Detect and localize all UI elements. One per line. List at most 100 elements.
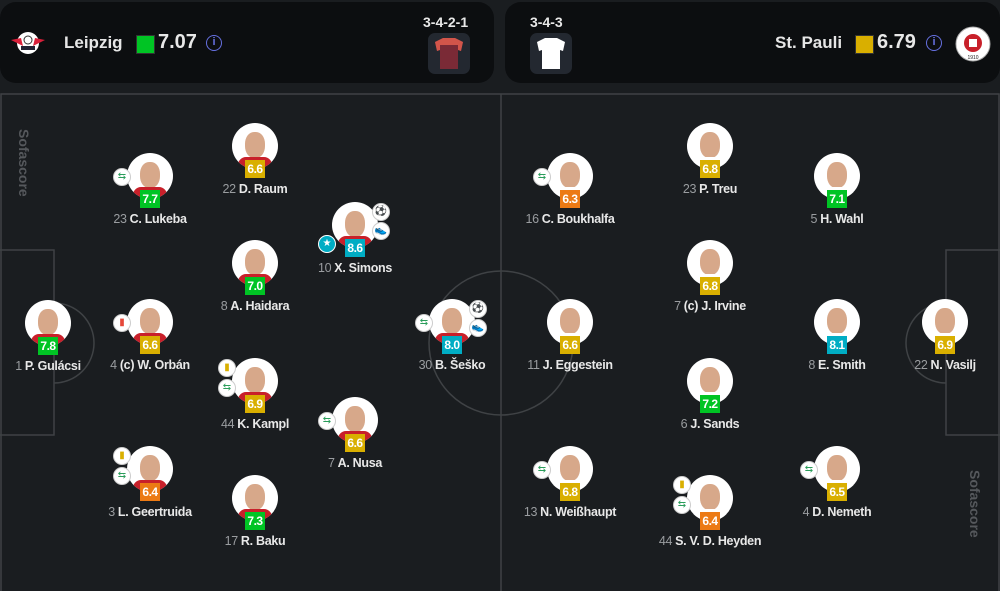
yellow-card-icon: ▮ <box>113 447 131 465</box>
pitch: Sofascore Sofascore 7.8 1 P. Gulácsi 6.6 … <box>0 93 1000 591</box>
player-name: C. Lukeba <box>129 212 187 226</box>
player-label: 5 H. Wahl <box>737 212 937 226</box>
player-label: 4 (c) W. Orbán <box>50 358 250 372</box>
assist-icon: 👟 <box>372 222 390 240</box>
player-number: 30 <box>418 358 433 372</box>
player-rating: 8.6 <box>345 239 365 257</box>
sofascore-watermark: Sofascore <box>16 129 32 197</box>
player-number: 44 <box>658 534 673 548</box>
player-number: 8 <box>220 299 228 313</box>
st-pauli-logo: 1910 <box>955 26 991 62</box>
player-number: 16 <box>525 212 539 226</box>
player-number: 10 <box>317 261 332 275</box>
player-label: 17 R. Baku <box>155 534 355 548</box>
player-name: H. Wahl <box>820 212 864 226</box>
player-number: 11 <box>527 358 540 372</box>
player-label: 22 N. Vasilj <box>845 358 1000 372</box>
player-name: P. Gulácsi <box>24 359 81 373</box>
player-rating: 6.6 <box>245 160 265 178</box>
player-rating: 6.9 <box>935 336 955 354</box>
player-rating: 6.8 <box>560 483 580 501</box>
player-rating: 7.0 <box>245 277 265 295</box>
player-label: 16 C. Boukhalfa <box>470 212 670 226</box>
player-label: 4 D. Nemeth <box>737 505 937 519</box>
away-rating-swatch <box>855 35 874 54</box>
player-rating: 8.1 <box>827 336 847 354</box>
player-name: D. Raum <box>238 182 288 196</box>
info-icon[interactable]: i <box>206 35 222 51</box>
player-name: R. Baku <box>240 534 286 548</box>
away-team-name[interactable]: St. Pauli <box>775 33 843 52</box>
shirt-icon <box>537 38 565 69</box>
player-number: 7 <box>327 456 335 470</box>
info-icon[interactable]: i <box>926 35 942 51</box>
player-number: 3 <box>108 505 115 519</box>
player-name: B. Šeško <box>434 358 486 372</box>
player-rating: 7.3 <box>245 512 265 530</box>
player-name: N. Weißhaupt <box>540 505 617 519</box>
player-rating: 6.4 <box>700 512 720 530</box>
player-rating: 6.8 <box>700 160 720 178</box>
player-rating: 6.4 <box>140 483 160 501</box>
player-rating: 6.6 <box>560 336 580 354</box>
player-number: 13 <box>523 505 538 519</box>
away-kit <box>530 33 572 74</box>
player-name: S. V. D. Heyden <box>675 534 762 548</box>
substitution-icon: ⇆ <box>113 168 131 186</box>
player-number: 22 <box>222 182 237 196</box>
away-team-header: 3-4-3 St. Pauli 6.79 i 1910 <box>505 2 1000 83</box>
player-number: 7 <box>674 299 681 313</box>
player-rating: 6.9 <box>245 395 265 413</box>
player-label: 44 K. Kampl <box>155 417 355 431</box>
goal-icon: ⚽ <box>469 300 487 318</box>
player-name: A. Haidara <box>230 299 290 313</box>
player-rating: 6.5 <box>827 483 847 501</box>
home-kit <box>428 33 470 74</box>
substitution-icon: ⇆ <box>113 467 131 485</box>
player-rating: 6.6 <box>345 434 365 452</box>
substitution-icon: ⇆ <box>318 412 336 430</box>
player-label: 8 E. Smith <box>737 358 937 372</box>
player-number: 23 <box>682 182 697 196</box>
substitution-icon: ⇆ <box>415 314 433 332</box>
player-label: 3 L. Geertruida <box>50 505 250 519</box>
sofascore-watermark: Sofascore <box>967 470 983 538</box>
player-name: E. Smith <box>818 358 866 372</box>
player-label: 22 D. Raum <box>155 182 355 196</box>
away-formation: 3-4-3 <box>530 14 563 30</box>
player-number: 8 <box>808 358 816 372</box>
player-label: 13 N. Weißhaupt <box>470 505 670 519</box>
home-rating-swatch <box>136 35 155 54</box>
player-label: 23 C. Lukeba <box>50 212 250 226</box>
player-label: 10 X. Simons <box>255 261 455 275</box>
substitution-icon: ⇆ <box>218 379 236 397</box>
player-rating: 7.1 <box>827 190 847 208</box>
substitution-icon: ⇆ <box>533 461 551 479</box>
star-icon: ★ <box>318 235 336 253</box>
home-team-name[interactable]: Leipzig <box>64 33 123 52</box>
away-team-rating: 6.79 <box>877 31 916 53</box>
player-avatar[interactable] <box>127 446 173 492</box>
home-team-header: Leipzig 7.07 i 3-4-2-1 <box>0 2 494 83</box>
player-name: D. Nemeth <box>812 505 872 519</box>
player-name: J. Sands <box>690 417 740 431</box>
red-card-icon: ▮ <box>113 314 131 332</box>
player-label: 7 (c) J. Irvine <box>610 299 810 313</box>
player-rating: 6.8 <box>700 277 720 295</box>
player-name: (c) J. Irvine <box>683 299 746 313</box>
svg-text:1910: 1910 <box>967 55 978 61</box>
substitution-icon: ⇆ <box>533 168 551 186</box>
home-formation: 3-4-2-1 <box>423 14 469 30</box>
player-label: 8 A. Haidara <box>155 299 355 313</box>
player-number: 44 <box>220 417 235 431</box>
home-team-rating: 7.07 <box>158 31 197 53</box>
player-name: J. Eggestein <box>542 358 613 372</box>
player-name: (c) W. Orbán <box>119 358 190 372</box>
assist-icon: 👟 <box>469 319 487 337</box>
player-number: 17 <box>224 534 239 548</box>
player-label: 6 J. Sands <box>610 417 810 431</box>
player-rating: 8.0 <box>442 336 462 354</box>
player-name: A. Nusa <box>337 456 383 470</box>
player-label: 44 S. V. D. Heyden <box>610 534 810 548</box>
player-label: 11 J. Eggestein <box>470 358 670 372</box>
